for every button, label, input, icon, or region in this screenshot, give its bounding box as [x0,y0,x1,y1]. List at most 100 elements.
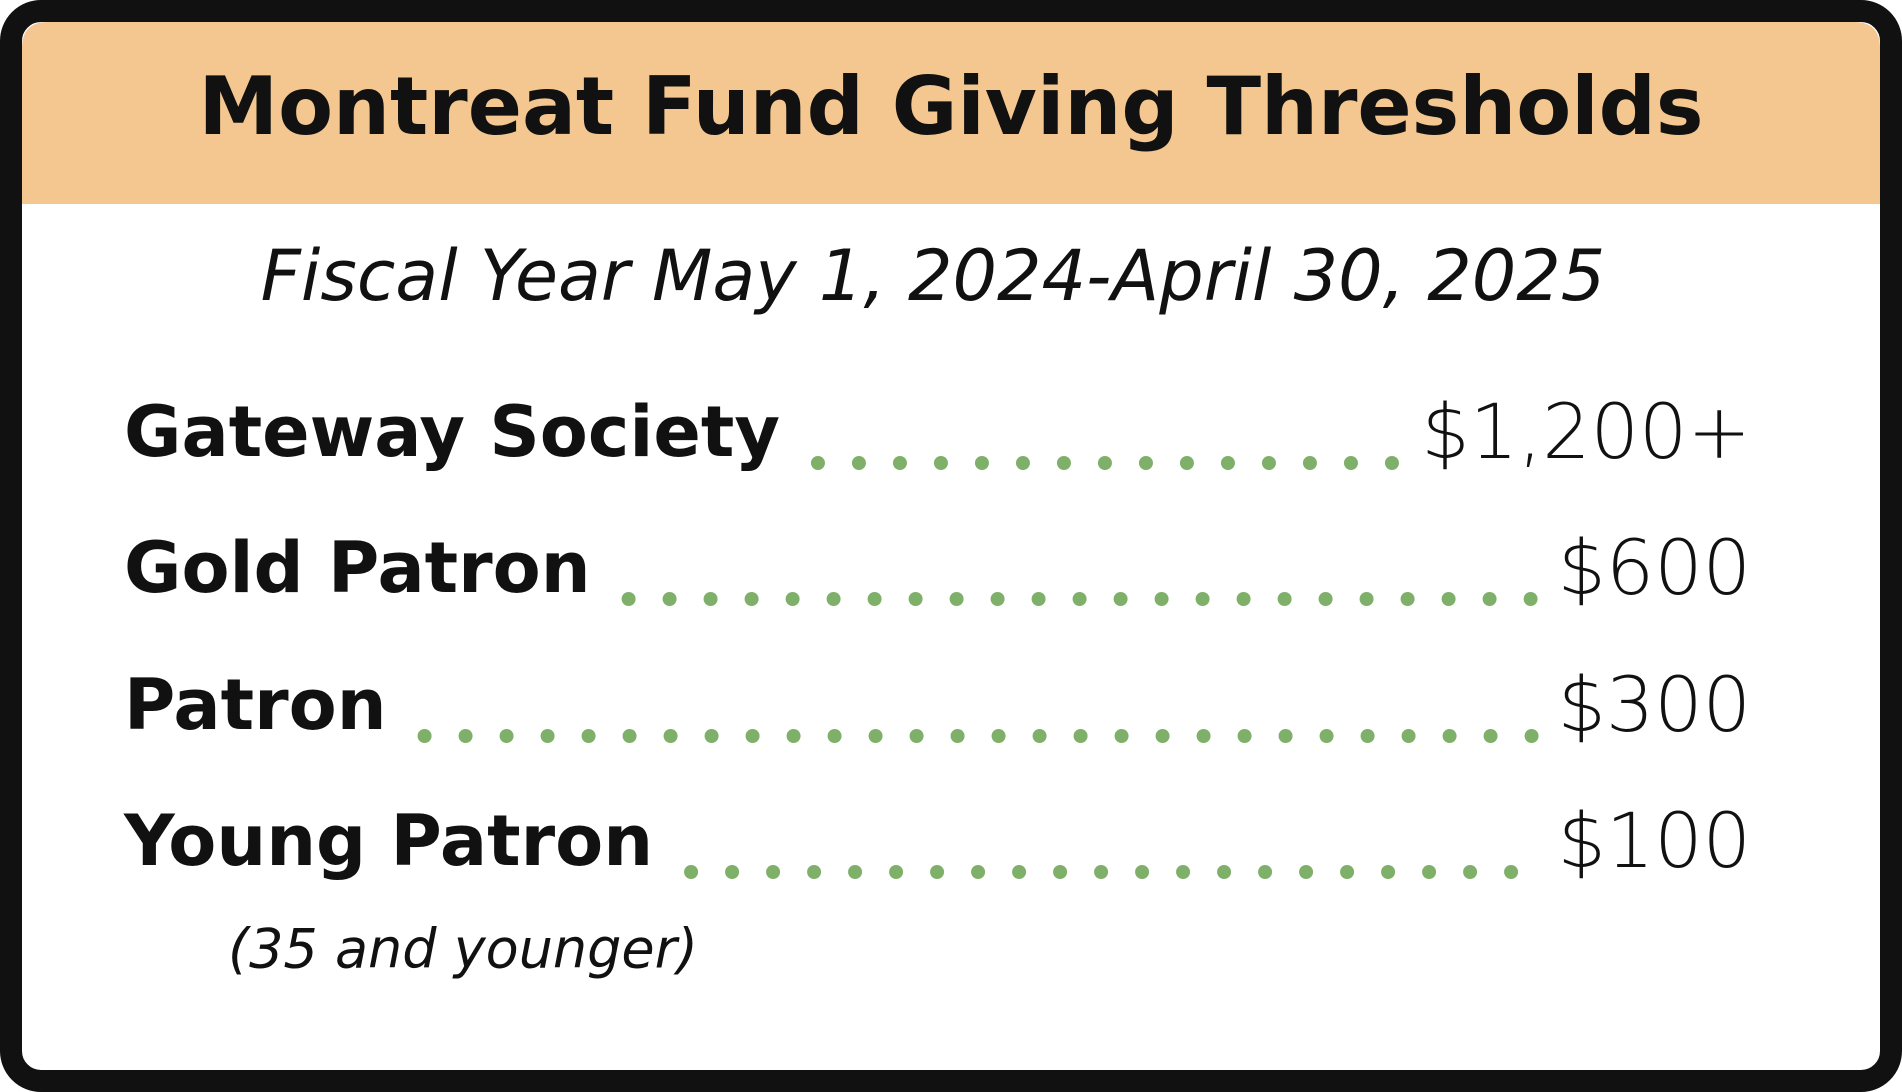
leader-dot [1031,592,1046,606]
leader-dot [1012,865,1027,879]
leader-dot [1154,592,1169,606]
leader-dot [1155,729,1170,743]
leader-dot [892,456,907,470]
leader-dot [974,456,989,470]
leader-dot [1422,865,1437,879]
tier-name: Gold Patron [124,527,591,609]
leader-dot [704,729,719,743]
leader-dot [1278,729,1293,743]
leader-dot [949,592,964,606]
leader-dot [1319,729,1334,743]
leader-dot [1441,592,1456,606]
leader-dot [417,729,432,743]
leader-dot [950,729,965,743]
leader-dot [810,456,825,470]
leader-dot [1072,592,1087,606]
leader-dot [1236,592,1251,606]
leader-dot [662,592,677,606]
leader-dot [1196,729,1211,743]
leader-dot [1073,729,1088,743]
tier-amount: $300 [1558,660,1751,749]
leader-dot [1524,729,1539,743]
leader-dot [622,729,637,743]
leader-dot [1138,456,1153,470]
leader-dot [1097,456,1112,470]
leader-dot [930,865,945,879]
leader-dot [1401,729,1416,743]
leader-dot [785,592,800,606]
leader-dot [1318,592,1333,606]
leader-dot [684,865,699,879]
leader-dot [1176,865,1191,879]
leader-dot [744,592,759,606]
leader-dot [827,729,842,743]
note: (35 and younger) [228,918,698,981]
leader-dot [1220,456,1235,470]
leader-dot [1400,592,1415,606]
leader-dot [990,592,1005,606]
leader-dot [1113,592,1128,606]
leader-dot [1056,456,1071,470]
tier-amount: $100 [1558,796,1751,885]
leader-dot [867,592,882,606]
leader-dot [1384,456,1399,470]
leader-dot [745,729,760,743]
leader-dot [1195,592,1210,606]
leader-dot [1261,456,1276,470]
leader-dot [1340,865,1355,879]
leader-dot [1504,865,1519,879]
leader-dot [1217,865,1232,879]
leader-dot [1094,865,1109,879]
leader-dot [1463,865,1478,879]
leader-dot [766,865,781,879]
leader-dot [1302,456,1317,470]
leader-dot [1442,729,1457,743]
leader-dot [1053,865,1068,879]
leader-dot [1381,865,1396,879]
subtitle: Fiscal Year May 1, 2024-April 30, 2025 [261,235,1606,317]
leader-dot [499,729,514,743]
leader-dot [1258,865,1273,879]
tier-amount: $1,200+ [1421,387,1751,476]
leader-dot [1343,456,1358,470]
leader-dot [621,592,636,606]
header-band [22,22,1880,204]
leader-dot [889,865,904,879]
leader-dot [725,865,740,879]
leader-dot [991,729,1006,743]
leader-dot [1483,729,1498,743]
tier-name: Patron [124,664,387,746]
leader-dot [933,456,948,470]
leader-dot [908,592,923,606]
leader-dot [1482,592,1497,606]
leader-dot [909,729,924,743]
leader-dot [458,729,473,743]
leader-dot [1015,456,1030,470]
leader-dot [663,729,678,743]
leader-dot [1179,456,1194,470]
leader-dot [786,729,801,743]
leader-dot [807,865,822,879]
title: Montreat Fund Giving Thresholds [198,60,1703,153]
leader-dot [848,865,863,879]
leader-dot [703,592,718,606]
leader-dot [1114,729,1129,743]
leader-dot [1237,729,1252,743]
tier-amount: $600 [1558,523,1751,612]
leader-dot [540,729,555,743]
tier-name: Young Patron [123,800,653,882]
leader-dot [1135,865,1150,879]
leader-dot [826,592,841,606]
leader-dot [1299,865,1314,879]
leader-dot [1360,729,1375,743]
leader-dot [581,729,596,743]
leader-dot [971,865,986,879]
leader-dot [851,456,866,470]
leader-dot [1523,592,1538,606]
leader-dot [1277,592,1292,606]
leader-dot [1359,592,1374,606]
tier-name: Gateway Society [124,391,780,473]
